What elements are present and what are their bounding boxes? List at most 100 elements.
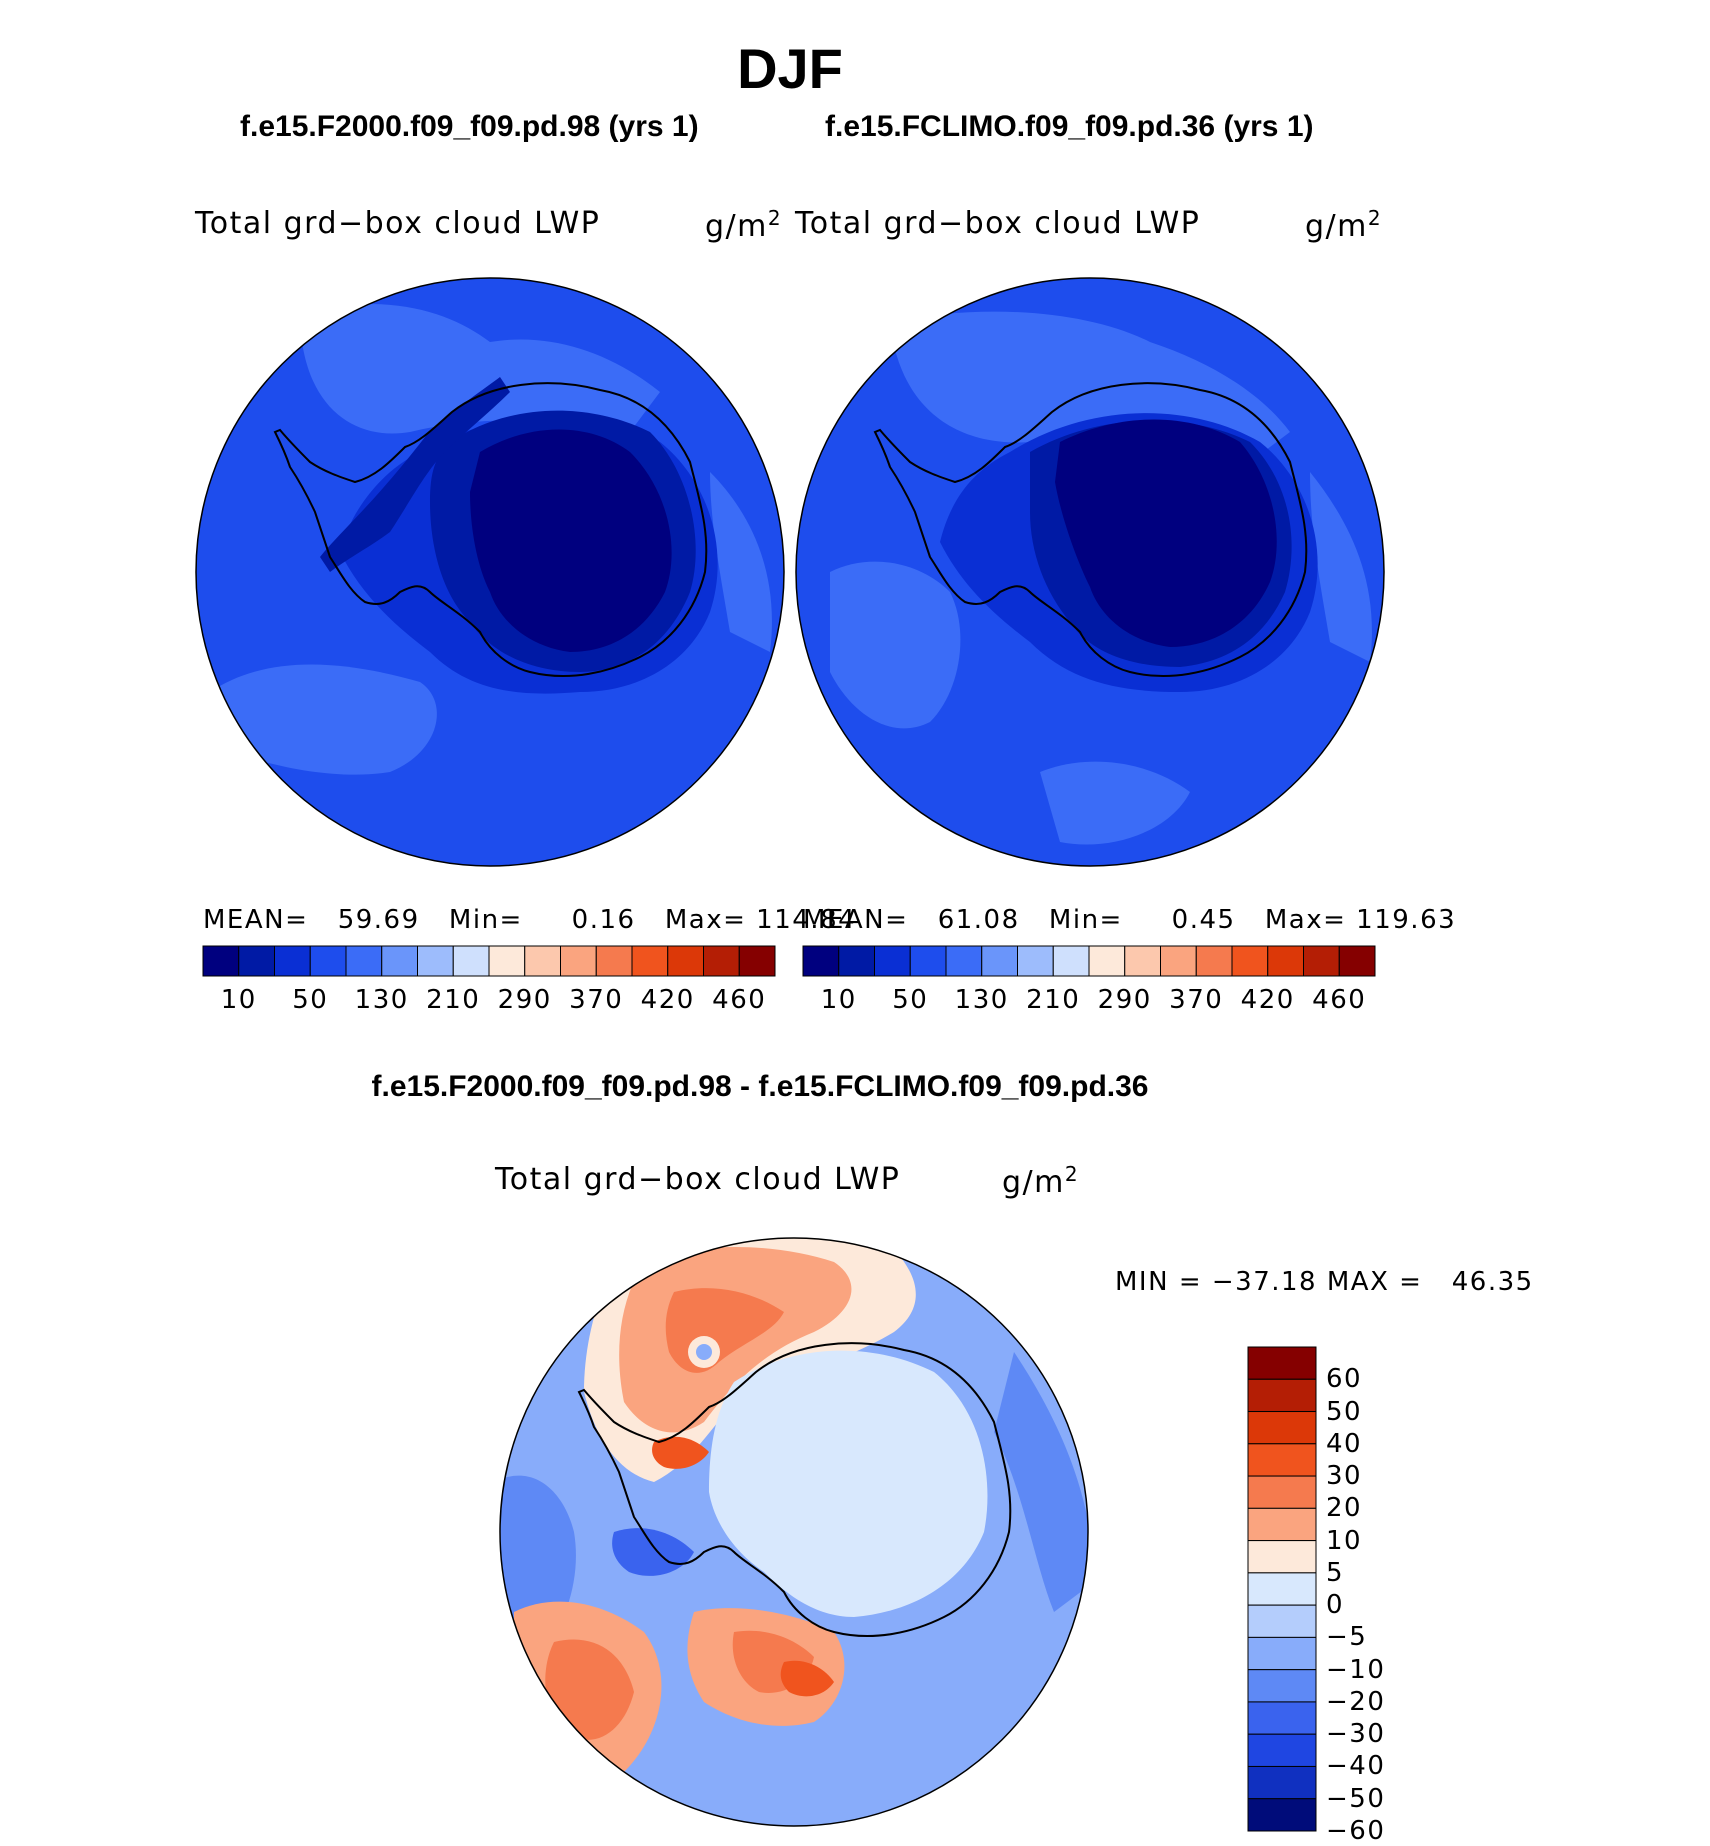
diff-min-label: MIN = [1115, 1267, 1203, 1297]
colorbar-swatch [1160, 945, 1197, 977]
unit-exp-left: 2 [767, 206, 783, 230]
colorbar-tick-label: 460 [712, 985, 767, 1015]
colorbar-tick-label: 420 [1240, 985, 1295, 1015]
colorbar-swatch [595, 945, 633, 977]
mean-value-right: 61.08 [937, 905, 1020, 935]
colorbar-tick-label: −50 [1326, 1783, 1386, 1814]
colorbar-swatch [909, 945, 947, 977]
colorbar-difference [1247, 1346, 1317, 1832]
colorbar-swatch [381, 945, 418, 977]
unit-label-diff: g/m2 [1002, 1162, 1079, 1200]
map-right [795, 277, 1385, 867]
colorbar-swatch [345, 945, 383, 977]
unit-base-diff: g/m [1002, 1165, 1065, 1200]
colorbar-tick-label: −40 [1326, 1751, 1386, 1782]
colorbar-swatch [1195, 945, 1233, 977]
colorbar-tick-label: 10 [1326, 1525, 1363, 1556]
colorbar-tick-label: 290 [497, 985, 552, 1015]
colorbar-tick-label: 0 [1326, 1590, 1345, 1621]
colorbar-swatch [1247, 1636, 1317, 1671]
colorbar-swatch [274, 945, 311, 977]
colorbar-tick-label: −5 [1326, 1622, 1368, 1653]
colorbar-tick-label: −10 [1326, 1654, 1386, 1685]
diff-max-label: MAX = [1326, 1267, 1423, 1297]
unit-base-right: g/m [1305, 209, 1368, 244]
colorbar-swatch [1247, 1475, 1317, 1509]
mean-value-left: 59.69 [337, 905, 420, 935]
colorbar-tick-label: 30 [1326, 1461, 1363, 1492]
unit-label-right: g/m2 [1305, 206, 1382, 244]
colorbar-swatch [1247, 1411, 1317, 1445]
colorbar-tick-label: 210 [426, 985, 481, 1015]
colorbar-tick-label: 20 [1326, 1493, 1363, 1524]
min-value-left: 0.16 [571, 905, 636, 935]
colorbar-tick-label: 460 [1312, 985, 1367, 1015]
variable-label-right: Total grd−box cloud LWP [795, 206, 1201, 241]
colorbar-swatch [874, 945, 911, 977]
colorbar-swatch [202, 945, 240, 977]
diff-max-value: 46.35 [1451, 1267, 1534, 1297]
colorbar-tick-label: 5 [1326, 1557, 1345, 1588]
min-label-left: Min= [448, 905, 523, 935]
colorbar-swatch [703, 945, 740, 977]
colorbar-swatch [452, 945, 490, 977]
colorbar-swatch [1247, 1346, 1317, 1380]
diff-min-value: −37.18 [1211, 1267, 1318, 1297]
colorbar-tick-label: 50 [292, 985, 329, 1015]
mean-label-left: MEAN= [203, 905, 309, 935]
case-title-left: f.e15.F2000.f09_f09.pd.98 (yrs 1) [240, 110, 699, 143]
colorbar-swatch [1247, 1507, 1317, 1542]
colorbar-tick-label: 370 [569, 985, 624, 1015]
colorbar-swatch [1247, 1443, 1317, 1477]
colorbar-swatch [1247, 1378, 1317, 1413]
colorbar-swatch [1338, 945, 1376, 977]
colorbar-swatch [1231, 945, 1269, 977]
colorbar-swatch [1247, 1540, 1317, 1574]
colorbar-swatch [1017, 945, 1054, 977]
colorbar-tick-label: 60 [1326, 1364, 1363, 1395]
stats-left: MEAN= 59.69 Min= 0.16 Max= 114.84 [203, 905, 856, 935]
colorbar-swatch [238, 945, 275, 977]
colorbar-swatch [631, 945, 669, 977]
colorbar-swatch [417, 945, 454, 977]
colorbar-tick-label: 10 [220, 985, 257, 1015]
colorbar-tick-label: −30 [1326, 1719, 1386, 1750]
colorbar-tick-label: 50 [892, 985, 929, 1015]
stats-right: MEAN= 61.08 Min= 0.45 Max= 119.63 [803, 905, 1456, 935]
diff-minmax: MIN = −37.18 MAX = 46.35 [1115, 1267, 1534, 1297]
colorbar-tick-label: 40 [1326, 1428, 1363, 1459]
colorbar-swatch [1124, 945, 1161, 977]
colorbar-swatch [1088, 945, 1126, 977]
main-title: DJF [737, 37, 843, 100]
mean-label-right: MEAN= [803, 905, 909, 935]
colorbar-tick-label: 50 [1326, 1396, 1363, 1427]
colorbar-tick-label: 370 [1169, 985, 1224, 1015]
colorbar-swatch [802, 945, 840, 977]
colorbar-tick-label: 420 [640, 985, 695, 1015]
colorbar-right [802, 945, 1376, 977]
colorbar-swatch [309, 945, 347, 977]
colorbar-swatch [1247, 1604, 1317, 1638]
difference-title: f.e15.F2000.f09_f09.pd.98 - f.e15.FCLIMO… [371, 1070, 1149, 1103]
map-difference [499, 1237, 1089, 1827]
colorbar-swatch [1247, 1701, 1317, 1735]
colorbar-swatch [488, 945, 526, 977]
colorbar-swatch [1267, 945, 1304, 977]
max-label-right: Max= [1264, 905, 1347, 935]
colorbar-swatch [1247, 1765, 1317, 1800]
max-label-left: Max= [664, 905, 747, 935]
map-left [195, 277, 785, 867]
colorbar-swatch [945, 945, 983, 977]
colorbar-swatch [1247, 1798, 1317, 1832]
unit-label-left: g/m2 [705, 206, 782, 244]
colorbar-swatch [667, 945, 704, 977]
case-title-right: f.e15.FCLIMO.f09_f09.pd.36 (yrs 1) [825, 110, 1314, 143]
min-value-right: 0.45 [1171, 905, 1236, 935]
colorbar-left [202, 945, 776, 977]
colorbar-tick-label: 210 [1026, 985, 1081, 1015]
colorbar-swatch [738, 945, 776, 977]
colorbar-tick-label: −60 [1326, 1816, 1386, 1846]
colorbar-swatch [560, 945, 597, 977]
max-value-left: 114.84 [756, 905, 857, 935]
unit-exp-right: 2 [1367, 206, 1383, 230]
